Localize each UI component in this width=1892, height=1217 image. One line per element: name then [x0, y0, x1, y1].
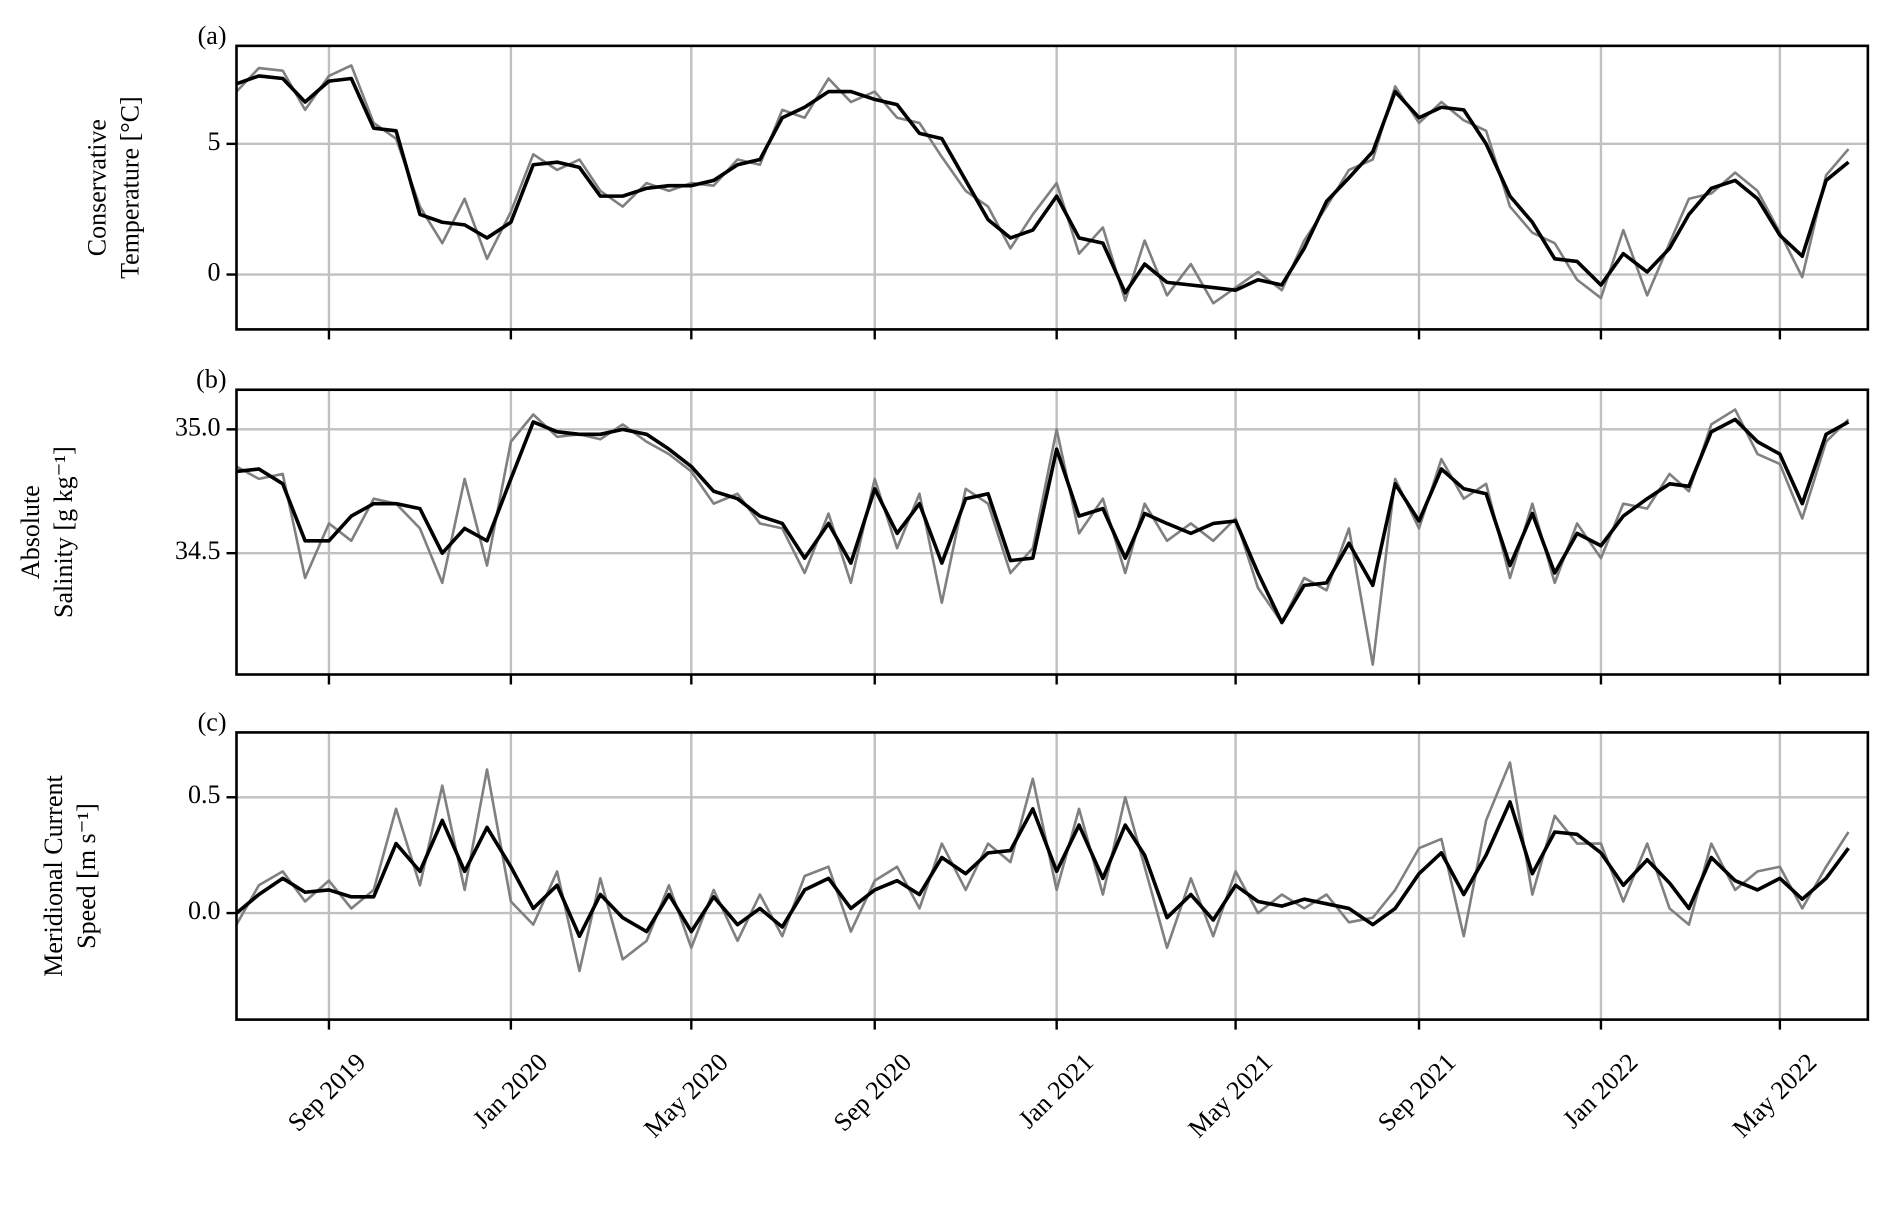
x-tick-label: Jan 2021 — [1013, 1048, 1099, 1134]
y-tick-label: 35.0 — [175, 412, 221, 441]
series-line — [236, 408, 1850, 666]
series-line — [236, 74, 1850, 295]
y-tick-label: 0.5 — [188, 780, 221, 809]
axes-frame — [235, 731, 1870, 1021]
x-tick-label: May 2022 — [1727, 1048, 1823, 1144]
y-axis-label: Meridional Current — [39, 775, 68, 977]
panel-label: (b) — [196, 365, 226, 394]
plot-area — [236, 64, 1850, 305]
y-axis-label: Speed [m s⁻¹] — [72, 803, 101, 949]
y-tick-label: 0 — [208, 257, 221, 286]
axes-frame — [235, 388, 1870, 676]
series-line — [236, 64, 1850, 305]
y-axis-label: Absolute — [16, 485, 45, 579]
x-tick-label: Sep 2021 — [1372, 1048, 1461, 1137]
y-axis-label: Salinity [g kg⁻¹] — [49, 446, 78, 618]
y-tick-label: 5 — [208, 127, 221, 156]
plot-area — [236, 408, 1850, 666]
series-line — [236, 761, 1850, 973]
x-tick-label: Jan 2022 — [1557, 1048, 1643, 1134]
plot-area — [236, 761, 1850, 973]
x-tick-label: May 2020 — [638, 1048, 734, 1144]
y-tick-label: 34.5 — [175, 536, 221, 565]
x-tick-label: Jan 2020 — [467, 1048, 553, 1134]
y-axis-label: Temperature [°C] — [115, 96, 144, 279]
panel-label: (a) — [198, 21, 227, 50]
series-line — [236, 417, 1850, 625]
series-line — [236, 800, 1850, 939]
x-tick-label: May 2021 — [1182, 1048, 1278, 1144]
axes-frame — [235, 44, 1870, 331]
y-axis-label: Conservative — [82, 119, 111, 256]
x-tick-label: Sep 2019 — [282, 1048, 371, 1137]
x-tick-label: Sep 2020 — [828, 1048, 917, 1137]
y-tick-label: 0.0 — [188, 896, 221, 925]
panel-label: (c) — [198, 707, 227, 736]
